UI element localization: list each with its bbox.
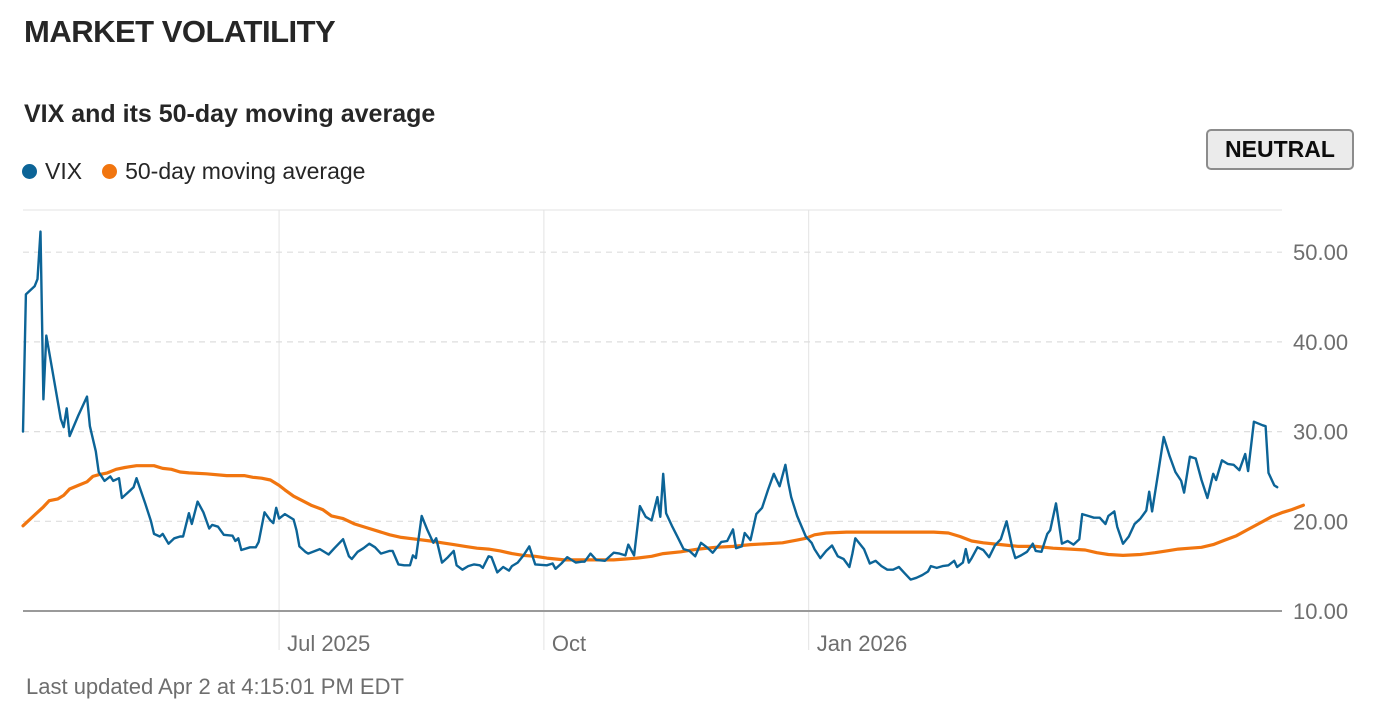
y-tick-label: 20.00: [1293, 509, 1348, 534]
legend-label-moving-average: 50-day moving average: [125, 158, 366, 184]
y-tick-label: 10.00: [1293, 599, 1348, 624]
x-tick-label: Jan 2026: [817, 631, 908, 656]
vix-series-line: [21, 230, 1279, 581]
chart-subtitle: VIX and its 50-day moving average: [24, 100, 436, 128]
status-badge: NEUTRAL: [1206, 129, 1354, 170]
legend-dot-moving-average: [102, 164, 118, 179]
legend-item-moving-average[interactable]: 50-day moving average: [102, 158, 365, 185]
legend-label-vix: VIX: [45, 158, 83, 184]
page-title: MARKET VOLATILITY: [24, 14, 336, 49]
y-tick-label: 50.00: [1293, 240, 1348, 265]
x-tick-label: Jul 2025: [287, 631, 370, 656]
y-tick-label: 30.00: [1293, 420, 1348, 445]
x-tick-label: Oct: [552, 631, 586, 656]
y-tick-label: 40.00: [1293, 330, 1348, 355]
last-updated: Last updated Apr 2 at 4:15:01 PM EDT: [26, 674, 404, 699]
chart-legend: VIX 50-day moving average: [22, 158, 385, 185]
legend-dot-vix: [22, 164, 37, 179]
legend-item-vix[interactable]: VIX: [22, 158, 82, 185]
